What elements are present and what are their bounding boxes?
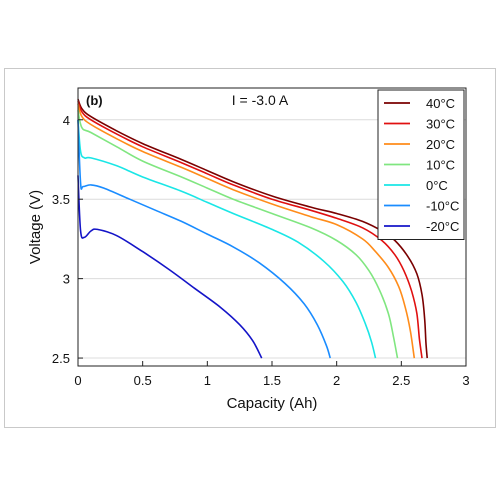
- x-tick-label-6: 3: [462, 373, 469, 388]
- series-line-1: [77, 100, 423, 359]
- y-tick-label-2: 3.5: [52, 192, 70, 207]
- condition-label: I = -3.0 A: [232, 92, 289, 108]
- x-tick-label-3: 1.5: [263, 373, 281, 388]
- x-ticks: 0 0.5 1 1.5 2 2.5 3: [74, 361, 470, 388]
- y-ticks: 2.5 3 3.5 4: [52, 113, 83, 366]
- legend-label-5: -10°C: [426, 199, 459, 214]
- legend-label-3: 10°C: [426, 158, 455, 173]
- panel-label: (b): [86, 93, 103, 108]
- series-line-2: [77, 103, 416, 359]
- series-line-3: [77, 110, 399, 359]
- x-tick-label-5: 2.5: [392, 373, 410, 388]
- series-line-6: [77, 175, 263, 359]
- x-tick-label-4: 2: [333, 373, 340, 388]
- x-axis-label: Capacity (Ah): [227, 395, 318, 412]
- x-tick-label-1: 0.5: [134, 373, 152, 388]
- legend-label-1: 30°C: [426, 117, 455, 132]
- y-tick-label-0: 2.5: [52, 351, 70, 366]
- legend: 40°C 30°C 20°C 10°C 0°C -10°C -20°C: [377, 89, 465, 240]
- legend-label-2: 20°C: [426, 137, 455, 152]
- x-tick-label-2: 1: [204, 373, 211, 388]
- legend-label-4: 0°C: [426, 178, 448, 193]
- legend-label-6: -20°C: [426, 219, 459, 234]
- y-axis-label: Voltage (V): [27, 190, 44, 264]
- x-tick-label-0: 0: [74, 373, 81, 388]
- series-line-5: [77, 119, 331, 359]
- figure-frame: [4, 68, 496, 428]
- series-line-4: [77, 119, 377, 359]
- legend-label-0: 40°C: [426, 96, 455, 111]
- y-tick-label-1: 3: [63, 272, 70, 287]
- series-lines: [77, 98, 428, 359]
- series-line-0: [77, 98, 428, 359]
- y-tick-label-3: 4: [63, 113, 70, 128]
